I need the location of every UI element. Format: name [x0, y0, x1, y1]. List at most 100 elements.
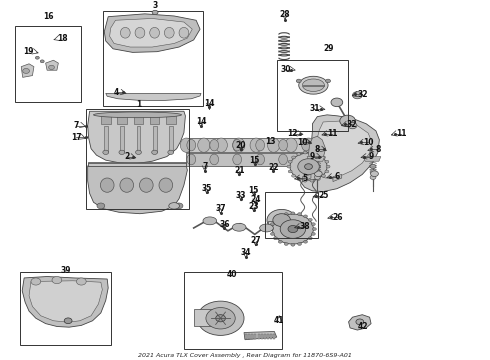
Bar: [88, 162, 186, 166]
Text: 1: 1: [136, 100, 141, 109]
Text: 8: 8: [375, 145, 381, 154]
Ellipse shape: [256, 139, 265, 151]
Text: 32: 32: [346, 120, 357, 129]
Ellipse shape: [120, 178, 134, 192]
Circle shape: [370, 170, 376, 174]
Circle shape: [270, 233, 274, 235]
Ellipse shape: [94, 112, 181, 118]
Ellipse shape: [302, 139, 311, 151]
Text: 15: 15: [248, 186, 259, 195]
Bar: [264, 334, 266, 339]
Ellipse shape: [233, 139, 242, 151]
Circle shape: [321, 156, 325, 159]
Text: 8: 8: [315, 145, 320, 154]
Bar: [88, 163, 186, 166]
Ellipse shape: [285, 138, 297, 152]
Circle shape: [317, 177, 320, 180]
Circle shape: [292, 174, 295, 177]
Circle shape: [317, 153, 320, 156]
Polygon shape: [110, 18, 192, 47]
Circle shape: [273, 237, 277, 240]
Circle shape: [273, 219, 277, 221]
Bar: [150, 114, 159, 124]
Text: 29: 29: [324, 44, 334, 53]
Text: 5: 5: [302, 174, 307, 183]
Circle shape: [278, 240, 282, 243]
Circle shape: [288, 160, 292, 163]
Text: 31: 31: [309, 104, 319, 113]
Circle shape: [348, 122, 357, 129]
Circle shape: [284, 213, 288, 216]
Text: 41: 41: [274, 316, 285, 325]
Polygon shape: [88, 166, 187, 214]
Text: 34: 34: [241, 248, 251, 257]
Bar: [265, 192, 318, 238]
Bar: [269, 221, 279, 227]
Circle shape: [288, 225, 298, 233]
Circle shape: [310, 179, 314, 182]
Text: 9: 9: [368, 152, 374, 161]
Circle shape: [308, 237, 312, 240]
Ellipse shape: [180, 138, 193, 152]
Circle shape: [119, 150, 125, 154]
Bar: [303, 85, 324, 86]
Text: 11: 11: [327, 129, 337, 138]
Bar: [277, 59, 347, 131]
Bar: [169, 126, 172, 152]
Circle shape: [287, 165, 291, 168]
Circle shape: [31, 278, 41, 285]
Circle shape: [273, 214, 291, 226]
Text: 10: 10: [297, 138, 308, 147]
Text: 11: 11: [396, 129, 407, 138]
Bar: [186, 138, 310, 152]
Circle shape: [326, 165, 330, 168]
Polygon shape: [88, 111, 185, 164]
Bar: [120, 126, 124, 152]
Text: 24: 24: [250, 195, 261, 204]
Circle shape: [352, 92, 362, 99]
Text: 18: 18: [57, 34, 68, 43]
Circle shape: [308, 219, 312, 221]
Circle shape: [136, 150, 142, 154]
Text: 32: 32: [357, 90, 368, 99]
Text: 7: 7: [202, 162, 208, 171]
Circle shape: [64, 318, 72, 324]
Circle shape: [272, 214, 314, 244]
Bar: [184, 272, 282, 348]
Circle shape: [325, 170, 329, 173]
Text: 35: 35: [202, 184, 212, 193]
Ellipse shape: [210, 139, 219, 151]
Circle shape: [49, 65, 54, 69]
Bar: [86, 109, 189, 210]
Text: 12: 12: [288, 129, 298, 138]
Circle shape: [310, 151, 314, 154]
Circle shape: [267, 210, 296, 231]
Text: 10: 10: [363, 138, 373, 147]
Bar: [248, 334, 250, 339]
Circle shape: [296, 79, 301, 83]
Polygon shape: [309, 136, 326, 165]
Circle shape: [315, 165, 320, 169]
Ellipse shape: [233, 138, 245, 152]
Text: 20: 20: [236, 141, 246, 150]
Ellipse shape: [197, 138, 210, 152]
Circle shape: [305, 164, 313, 170]
Polygon shape: [307, 157, 325, 161]
Ellipse shape: [187, 139, 196, 151]
Text: 40: 40: [226, 270, 237, 279]
Ellipse shape: [135, 27, 145, 38]
Ellipse shape: [203, 217, 217, 225]
Polygon shape: [22, 276, 108, 327]
Bar: [20, 272, 111, 345]
Bar: [270, 334, 272, 339]
Text: 36: 36: [219, 220, 230, 229]
Ellipse shape: [302, 154, 311, 165]
Circle shape: [290, 153, 327, 180]
Circle shape: [321, 174, 325, 177]
Polygon shape: [46, 60, 58, 70]
Circle shape: [326, 79, 331, 83]
Circle shape: [340, 115, 355, 127]
Circle shape: [76, 278, 86, 285]
Circle shape: [206, 307, 235, 329]
Polygon shape: [363, 157, 381, 161]
